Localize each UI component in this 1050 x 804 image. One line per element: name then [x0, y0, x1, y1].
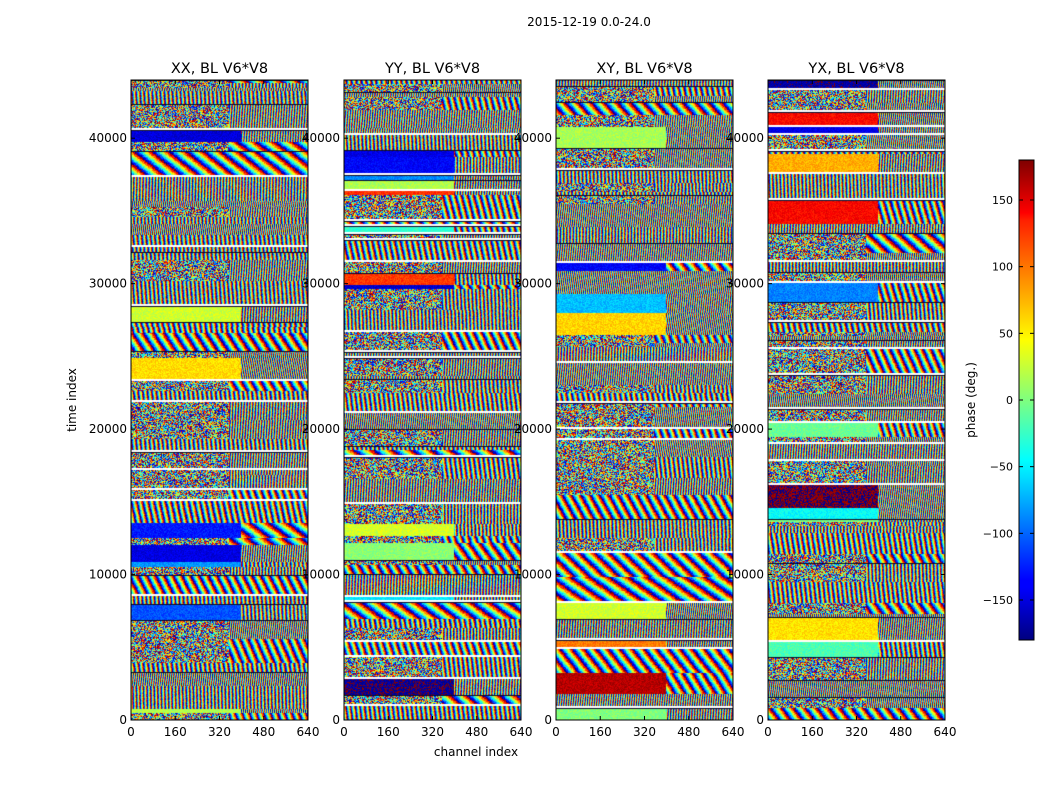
- panel-title-3: YX, BL V6*V8: [807, 61, 904, 77]
- x-tick-label: 0: [127, 725, 135, 739]
- x-tick-label: 160: [377, 725, 400, 739]
- colorbar-tick-label: 150: [992, 194, 1013, 207]
- panel-3: YX, BL V6*V8 0 160 320 480 640 0 10000 20000 3000…: [726, 61, 957, 739]
- x-tick-label: 640: [722, 725, 745, 739]
- colorbar-ticks: 150 100 50 0 −50 −100 −150: [983, 194, 1034, 607]
- x-tick-label: 480: [465, 725, 488, 739]
- y-tick-label: 20000: [726, 422, 764, 436]
- y-tick-label: 0: [756, 713, 764, 727]
- y-tick-label: 40000: [514, 131, 552, 145]
- x-tick-label: 0: [552, 725, 560, 739]
- y-tick-label: 20000: [302, 422, 340, 436]
- y-tick-label: 30000: [514, 277, 552, 291]
- heatmap-image-1: [344, 80, 521, 720]
- panel-title-2: XY, BL V6*V8: [596, 61, 692, 77]
- panels-group: XX, BL V6*V8 0 160 320 480 640 0 10000 20000 3000…: [89, 61, 957, 739]
- y-tick-label: 40000: [302, 131, 340, 145]
- y-tick-label: 40000: [726, 131, 764, 145]
- y-tick-label: 0: [332, 713, 340, 727]
- panel-title-0: XX, BL V6*V8: [171, 61, 268, 77]
- x-tick-label: 640: [934, 725, 957, 739]
- x-tick-label: 0: [340, 725, 348, 739]
- x-tick-label: 640: [297, 725, 320, 739]
- y-tick-label: 40000: [89, 131, 127, 145]
- colorbar-tick-label: −50: [990, 461, 1013, 474]
- y-tick-label: 10000: [302, 568, 340, 582]
- y-tick-label: 10000: [514, 568, 552, 582]
- y-tick-label: 30000: [726, 277, 764, 291]
- y-tick-label: 20000: [514, 422, 552, 436]
- x-tick-label: 0: [764, 725, 772, 739]
- x-tick-label: 320: [633, 725, 656, 739]
- y-tick-label: 10000: [726, 568, 764, 582]
- y-tick-label: 20000: [89, 422, 127, 436]
- heatmap-image-2: [556, 80, 733, 720]
- y-tick-label: 0: [544, 713, 552, 727]
- colorbar-tick-label: 100: [992, 261, 1013, 274]
- colorbar-tick-label: −100: [983, 527, 1013, 540]
- colorbar-tick-label: 50: [999, 327, 1013, 340]
- x-tick-label: 480: [677, 725, 700, 739]
- x-tick-label: 320: [208, 725, 231, 739]
- heatmap-image-0: [131, 80, 308, 720]
- x-tick-label: 160: [589, 725, 612, 739]
- x-tick-label: 160: [801, 725, 824, 739]
- y-tick-label: 30000: [89, 277, 127, 291]
- figure-title: 2015-12-19 0.0-24.0: [527, 15, 651, 29]
- y-axis-label: time index: [65, 368, 79, 432]
- x-tick-label: 160: [164, 725, 187, 739]
- colorbar: 150 100 50 0 −50 −100 −150 phase (deg.): [964, 159, 1035, 641]
- x-axis-label: channel index: [434, 745, 518, 759]
- x-tick-label: 320: [845, 725, 868, 739]
- panel-2: XY, BL V6*V8 0 160 320 480 640 0 10000 20000 3000…: [514, 61, 745, 739]
- panel-1: YY, BL V6*V8 0 160 320 480 640 0 10000 20000 3000…: [302, 61, 533, 739]
- panel-title-1: YY, BL V6*V8: [384, 61, 480, 77]
- colorbar-label: phase (deg.): [964, 362, 978, 438]
- y-tick-label: 0: [119, 713, 127, 727]
- y-tick-label: 30000: [302, 277, 340, 291]
- x-tick-label: 480: [889, 725, 912, 739]
- panel-0: XX, BL V6*V8 0 160 320 480 640 0 10000 20000 3000…: [89, 61, 320, 739]
- colorbar-tick-label: −150: [983, 594, 1013, 607]
- x-tick-label: 320: [421, 725, 444, 739]
- heatmap-image-3: [768, 80, 945, 720]
- x-tick-label: 480: [252, 725, 275, 739]
- x-tick-label: 640: [510, 725, 533, 739]
- colorbar-tick-label: 0: [1006, 394, 1013, 407]
- y-tick-label: 10000: [89, 568, 127, 582]
